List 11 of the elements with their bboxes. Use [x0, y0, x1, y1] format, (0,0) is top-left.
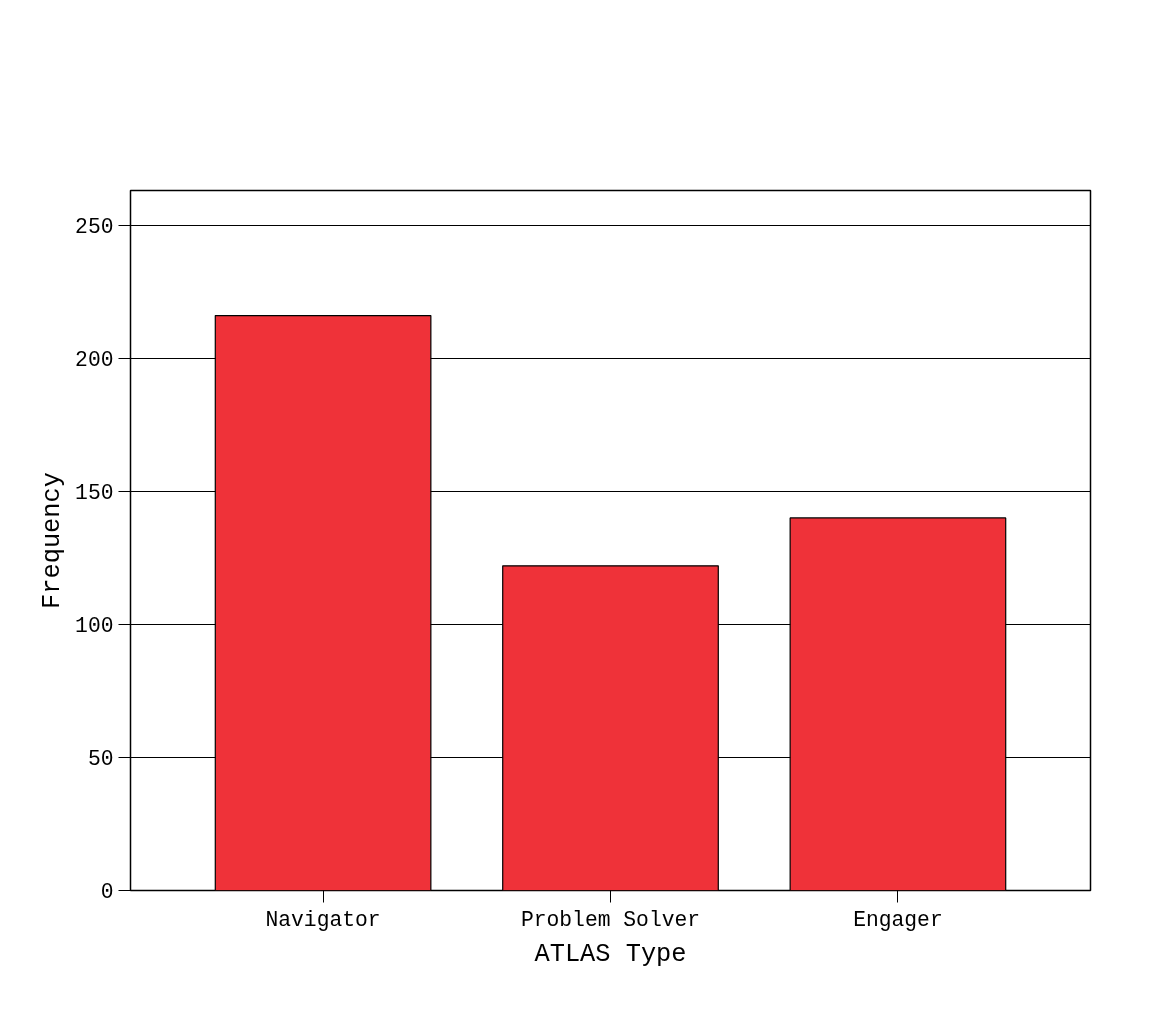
x-tick-label: Engager: [853, 907, 943, 932]
y-tick-label: 100: [75, 613, 114, 638]
y-tick-label: 200: [75, 347, 114, 372]
x-tick-label: Problem Solver: [520, 907, 701, 932]
y-tick-label: 50: [87, 746, 114, 771]
y-tick-label: 150: [75, 480, 114, 505]
x-tick-label: Navigator: [265, 907, 381, 932]
x-axis-title: ATLAS Type: [534, 939, 687, 969]
y-axis-title: Frequency: [38, 472, 68, 609]
y-tick-label: 250: [75, 214, 114, 239]
y-tick-label: 0: [100, 880, 114, 904]
